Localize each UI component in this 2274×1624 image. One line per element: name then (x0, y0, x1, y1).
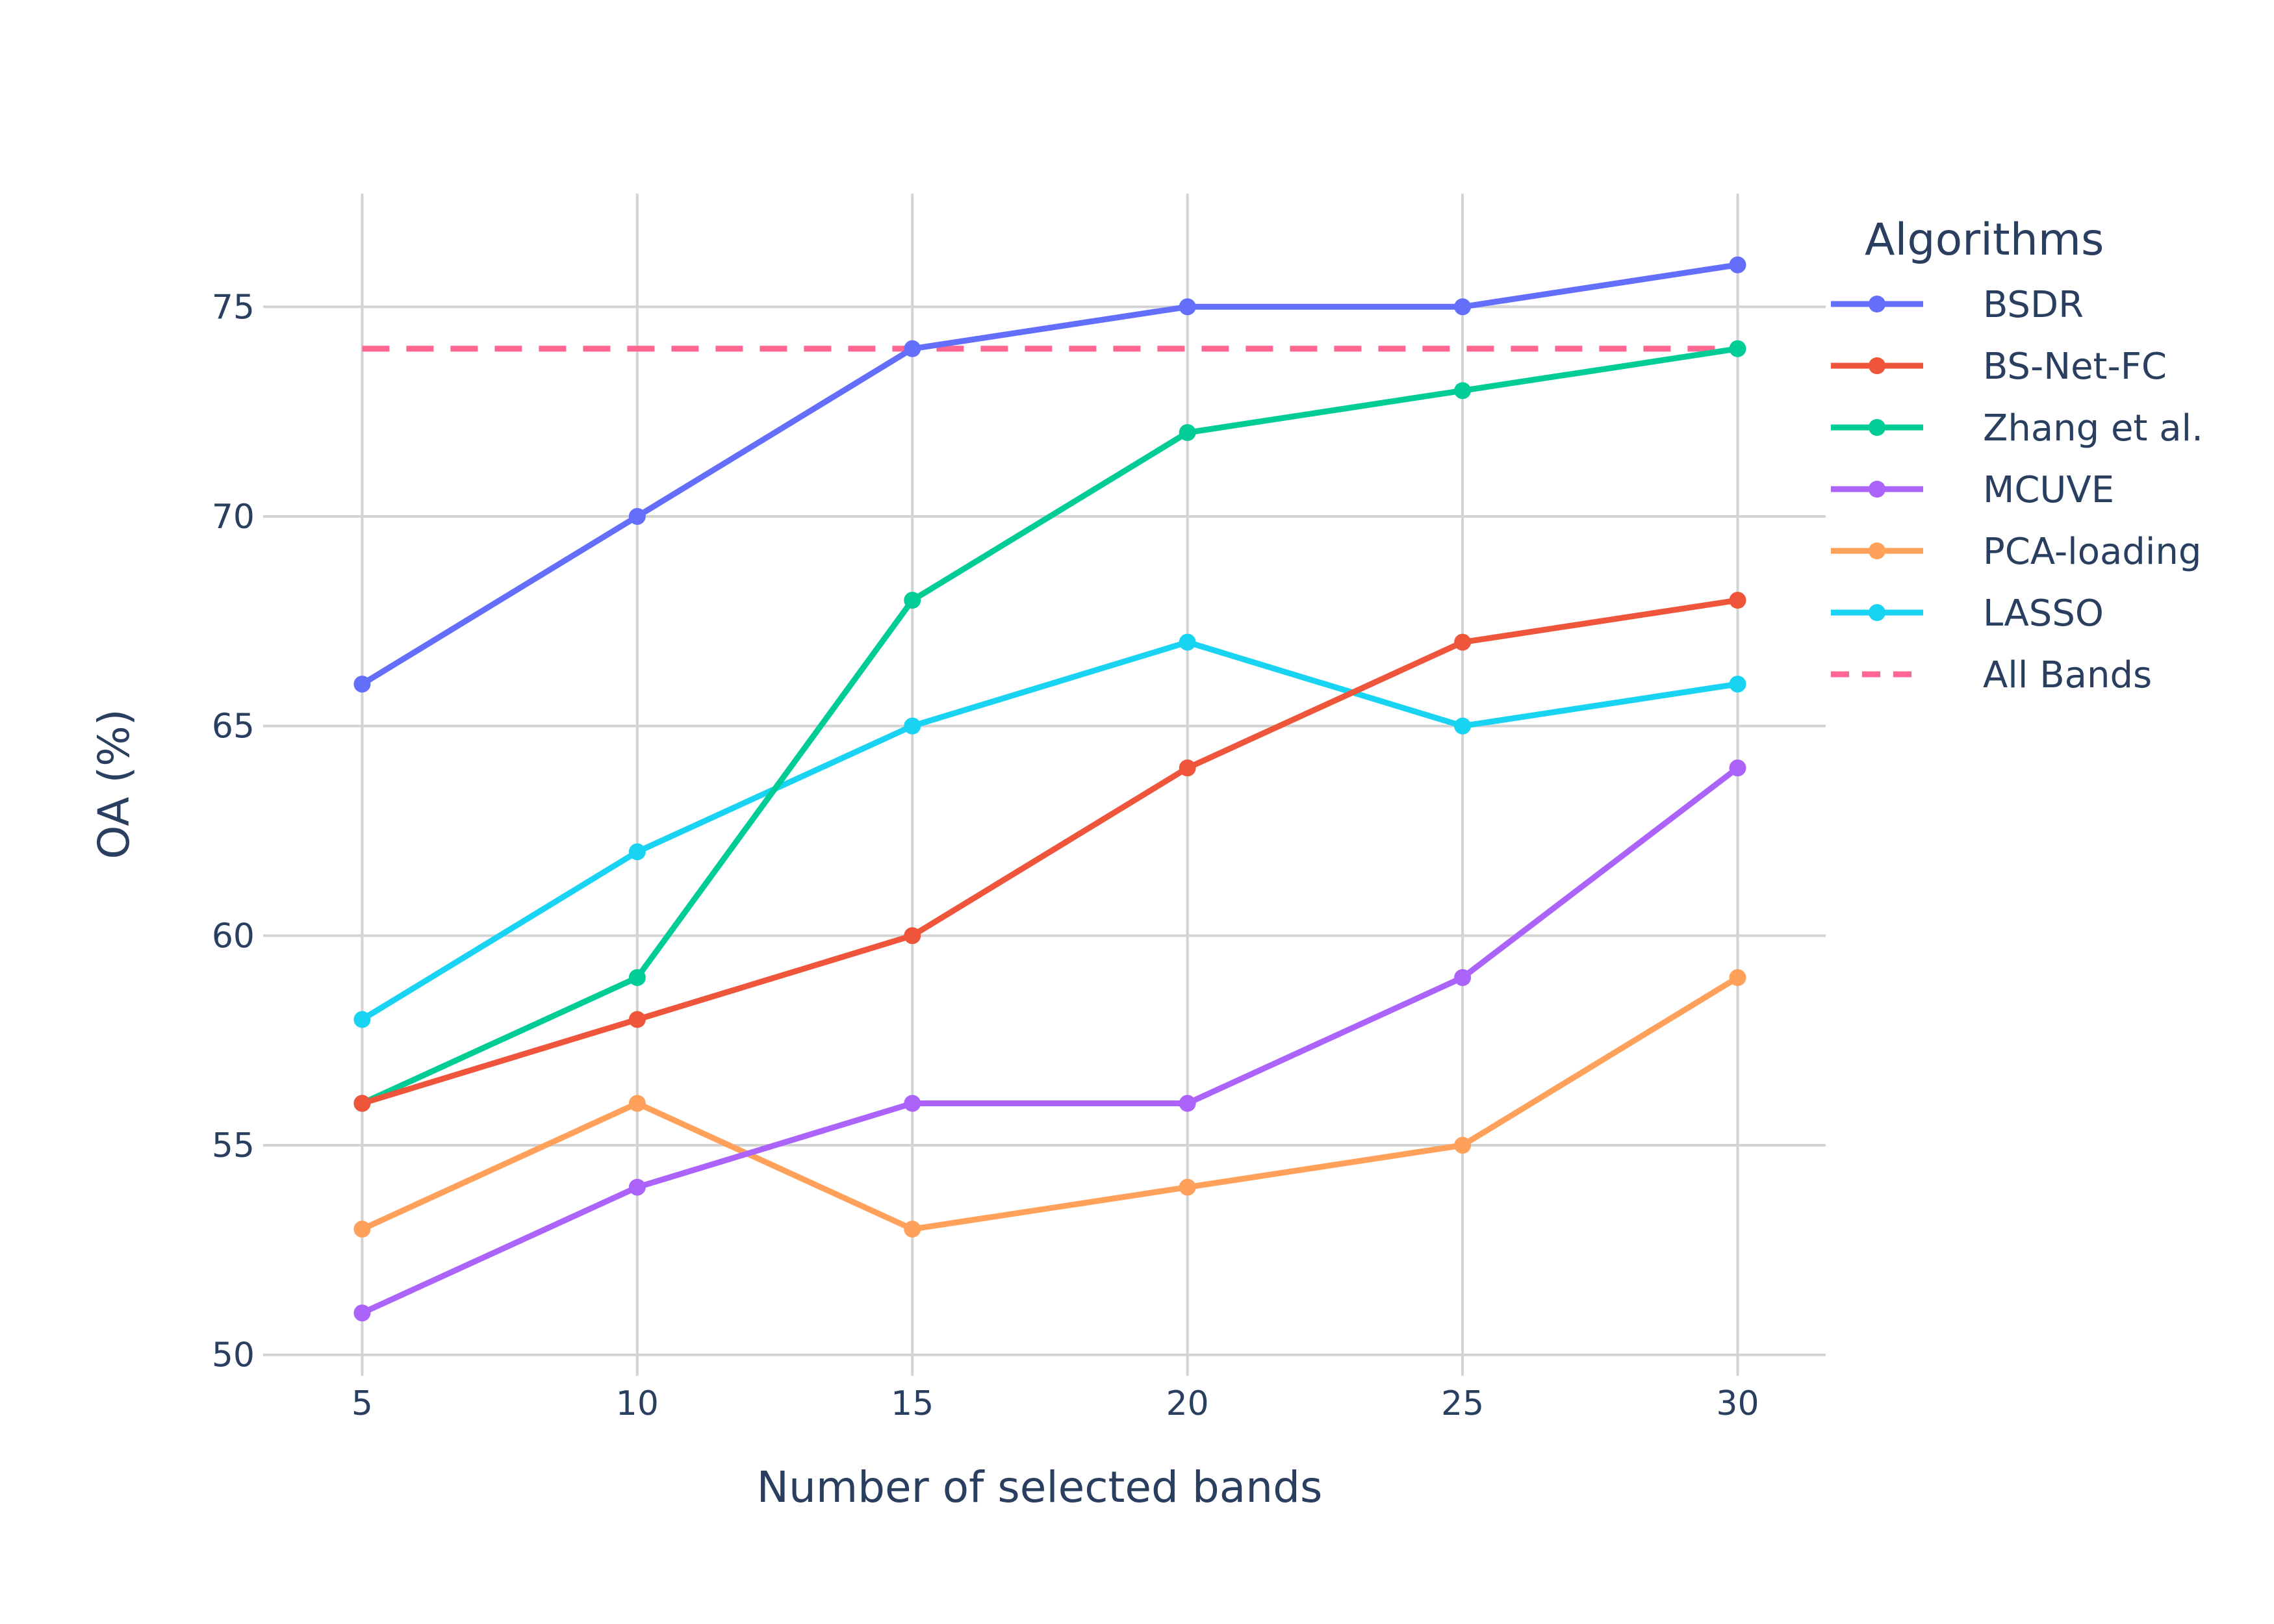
data-point-mcuve (353, 1304, 371, 1322)
y-tick-label: 60 (212, 917, 255, 956)
legend-swatch-marker (1869, 481, 1885, 498)
data-point-pca-loading (1454, 1137, 1472, 1154)
legend-label: LASSO (1983, 592, 2104, 635)
legend-item-mcuve: MCUVE (1831, 469, 2114, 511)
x-tick-label: 5 (351, 1384, 373, 1423)
x-tick-label: 30 (1716, 1384, 1759, 1423)
data-point-zhang-et-al (628, 969, 646, 986)
data-point-bsdr (1729, 256, 1746, 273)
data-point-mcuve (1454, 969, 1472, 986)
legend-item-bsdr: BSDR (1831, 284, 2084, 326)
data-point-pca-loading (1179, 1178, 1196, 1196)
series-line-bsdr (359, 262, 1741, 687)
y-tick-label: 65 (212, 707, 255, 746)
legend-item-zhang-et-al: Zhang et al. (1831, 407, 2203, 450)
data-point-lasso (1179, 633, 1196, 651)
data-point-bs-net-fc (1729, 592, 1746, 609)
data-point-zhang-et-al (1179, 424, 1196, 441)
legend-title: Algorithms (1865, 214, 2104, 266)
data-point-mcuve (628, 1178, 646, 1196)
data-point-pca-loading (1729, 969, 1746, 986)
series-line-pca-loading (359, 974, 1741, 1232)
data-point-bsdr (628, 507, 646, 525)
x-axis-tick-labels: 5 10 15 20 25 30 (351, 1384, 1759, 1423)
legend-swatch-marker (1869, 419, 1885, 436)
data-point-lasso (904, 717, 921, 735)
data-point-bs-net-fc (1179, 759, 1196, 777)
legend-item-lasso: LASSO (1831, 592, 2104, 635)
x-tick-label: 15 (891, 1384, 934, 1423)
data-point-pca-loading (628, 1095, 646, 1112)
data-point-zhang-et-al (1454, 382, 1472, 400)
data-point-zhang-et-al (1729, 340, 1746, 357)
gridlines (263, 194, 1826, 1376)
data-point-zhang-et-al (904, 592, 921, 609)
x-axis-title: Number of selected bands (757, 1462, 1323, 1512)
series-line-zhang-et-al (359, 346, 1741, 1106)
legend: Algorithms BSDR BS-Net-FC Zhang et al. MCUV… (1831, 214, 2203, 696)
data-point-bs-net-fc (904, 927, 921, 945)
series-line-mcuve (359, 765, 1741, 1316)
legend-label: Zhang et al. (1983, 407, 2203, 450)
data-point-bsdr (353, 676, 371, 693)
data-point-lasso (628, 843, 646, 861)
data-point-bsdr (1179, 298, 1196, 316)
series-markers (353, 256, 1746, 1322)
data-point-bsdr (904, 340, 921, 357)
data-point-mcuve (1729, 759, 1746, 777)
legend-label: MCUVE (1983, 469, 2114, 511)
series-line-bs-net-fc (359, 597, 1741, 1106)
y-axis-title: OA (%) (89, 709, 139, 859)
legend-item-all-bands: All Bands (1831, 654, 2152, 696)
data-point-lasso (1454, 717, 1472, 735)
series-lines (359, 262, 1741, 1316)
data-point-bs-net-fc (1454, 633, 1472, 651)
x-tick-label: 10 (616, 1384, 659, 1423)
series-line-lasso (359, 639, 1741, 1022)
legend-items: BSDR BS-Net-FC Zhang et al. MCUVE PCA-loadin… (1831, 284, 2203, 696)
data-point-bs-net-fc (628, 1011, 646, 1028)
y-tick-label: 50 (212, 1336, 255, 1375)
data-point-mcuve (1179, 1095, 1196, 1112)
legend-swatch-marker (1869, 296, 1885, 312)
legend-item-pca-loading: PCA-loading (1831, 531, 2201, 573)
data-point-bs-net-fc (353, 1095, 371, 1112)
legend-label: BSDR (1983, 284, 2084, 326)
x-tick-label: 25 (1441, 1384, 1484, 1423)
y-tick-label: 70 (212, 498, 255, 537)
data-point-lasso (1729, 676, 1746, 693)
legend-swatch-marker (1869, 604, 1885, 621)
data-point-bsdr (1454, 298, 1472, 316)
y-axis-tick-labels: 50 55 60 65 70 75 (212, 288, 255, 1375)
legend-swatch-marker (1869, 357, 1885, 374)
y-tick-label: 55 (212, 1126, 255, 1165)
y-tick-label: 75 (212, 288, 255, 327)
data-point-mcuve (904, 1095, 921, 1112)
data-point-pca-loading (353, 1221, 371, 1238)
legend-label: BS-Net-FC (1983, 346, 2167, 388)
legend-label: All Bands (1983, 654, 2152, 696)
data-point-lasso (353, 1011, 371, 1028)
x-tick-label: 20 (1166, 1384, 1209, 1423)
data-point-pca-loading (904, 1221, 921, 1238)
legend-item-bs-net-fc: BS-Net-FC (1831, 346, 2167, 388)
legend-swatch-marker (1869, 542, 1885, 559)
legend-label: PCA-loading (1983, 531, 2201, 573)
